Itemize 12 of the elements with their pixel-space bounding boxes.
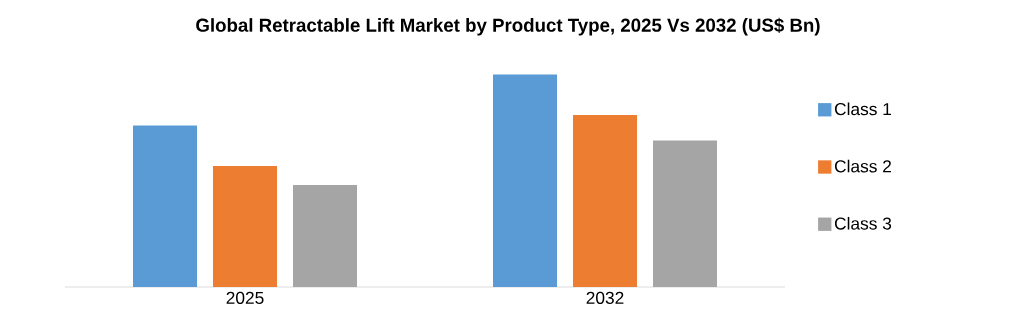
legend-label: Class 3: [834, 216, 892, 230]
x-tick-label: 2025: [226, 291, 264, 304]
legend-label: Class 2: [834, 159, 891, 173]
bar: [293, 185, 358, 287]
bar: [493, 74, 558, 287]
chart-title: Global Retractable Lift Market by Product Type, 2025 Vs 2032 (US$ Bn): [196, 17, 820, 36]
bar: [653, 140, 718, 287]
x-tick-label: 2032: [586, 291, 624, 304]
bar: [133, 125, 197, 287]
bar: [573, 114, 638, 287]
legend-label: Class 1: [834, 102, 892, 116]
bar: [213, 165, 277, 287]
